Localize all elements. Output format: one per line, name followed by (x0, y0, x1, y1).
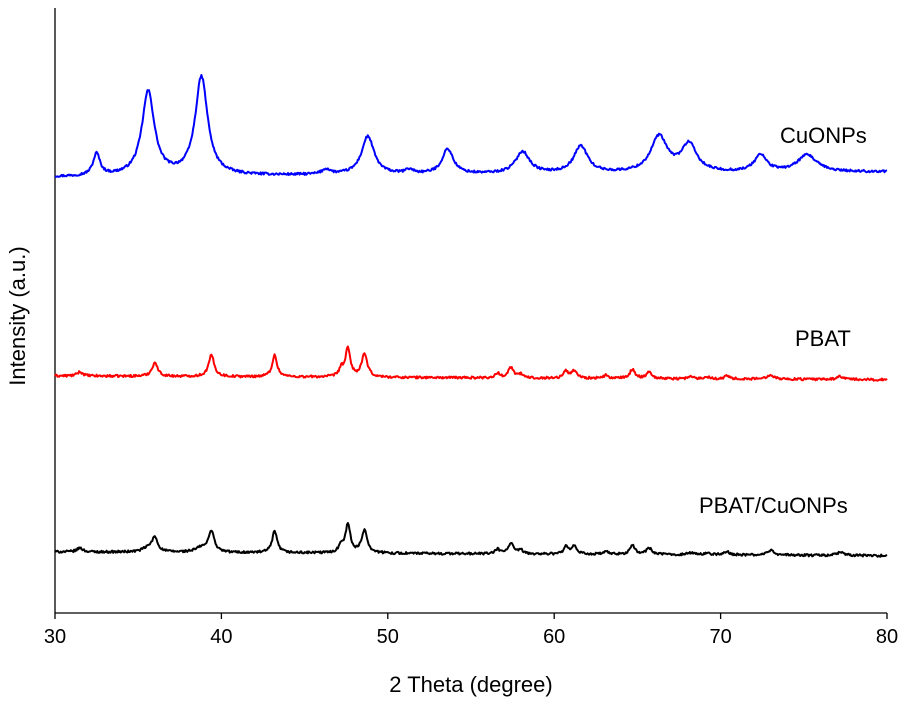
series-line-pbat-cuonps (54, 522, 888, 558)
y-axis-title: Intensity (a.u.) (5, 246, 30, 385)
x-tick-label: 80 (876, 626, 898, 648)
x-tick-label: 50 (377, 626, 399, 648)
series-line-pbat (54, 345, 888, 382)
plot-axes (54, 8, 887, 614)
series-label-pbat: PBAT (795, 326, 851, 351)
series-label-pbat-cuonps: PBAT/CuONPs (699, 493, 848, 518)
series-layer (54, 74, 888, 558)
series-label-cuonps: CuONPs (780, 123, 867, 148)
x-tick-label: 70 (709, 626, 731, 648)
x-tick-label: 40 (210, 626, 232, 648)
x-tick-label: 60 (543, 626, 565, 648)
x-tick-label: 30 (44, 626, 66, 648)
series-line-cuonps (54, 74, 888, 178)
x-axis-title: 2 Theta (degree) (389, 672, 552, 697)
x-ticks: 30 40 50 60 70 80 (44, 613, 898, 648)
